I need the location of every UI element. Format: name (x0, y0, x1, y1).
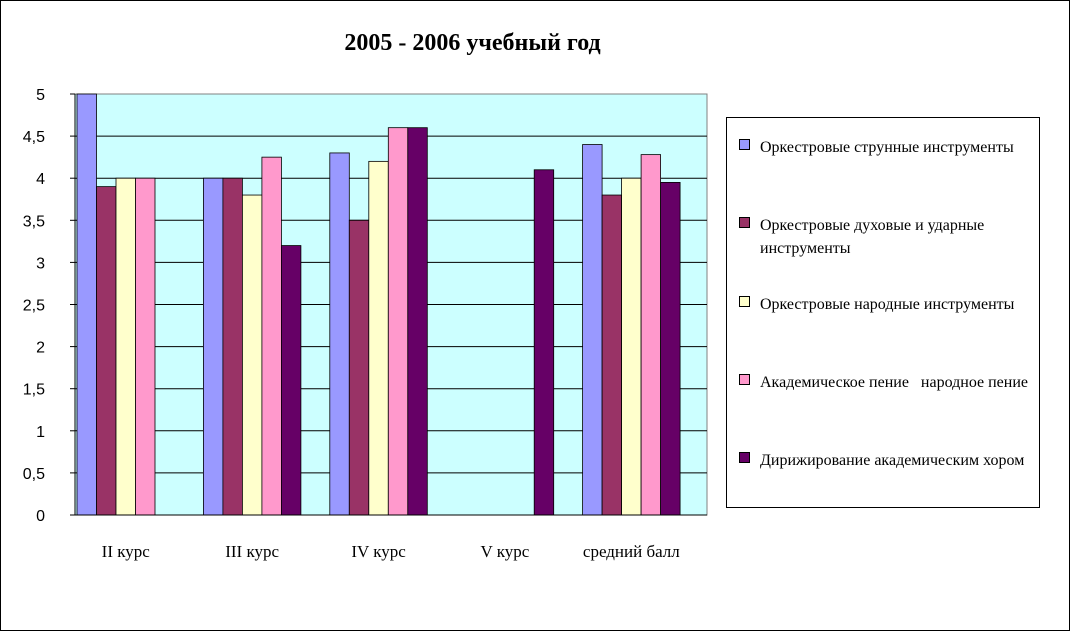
y-tick-label: 3,5 (23, 213, 45, 230)
bar (660, 182, 681, 516)
legend: Оркестровые струнные инструменты Оркестро… (726, 117, 1040, 508)
y-tick-label: 4,5 (23, 129, 45, 146)
legend-item: Оркестровые духовые и ударные инструмент… (739, 214, 1034, 260)
legend-swatch (739, 139, 750, 150)
bar (348, 219, 370, 516)
x-tick-label: V курс (481, 542, 530, 561)
bar (135, 177, 156, 516)
legend-item: Оркестровые народные инструменты (739, 293, 1034, 316)
x-tick-label: IV курс (351, 542, 406, 561)
chart-title: 2005 - 2006 учебный год (344, 30, 601, 56)
y-tick-label: 4 (36, 171, 45, 188)
legend-swatch (739, 296, 750, 307)
bar (76, 93, 97, 516)
legend-item: Дирижирование академическим хором (739, 449, 1034, 472)
legend-label: Академическое пение народное пение (760, 374, 1029, 391)
legend-swatch (739, 217, 750, 228)
bar (329, 152, 350, 516)
bar (115, 177, 136, 516)
y-tick-label: 2 (36, 340, 45, 357)
bar (640, 154, 661, 516)
y-tick-label: 5 (36, 87, 45, 104)
y-tick-label: 3 (36, 255, 45, 272)
bar (582, 144, 603, 516)
bar (407, 127, 428, 516)
y-tick-label: 0,5 (23, 466, 45, 483)
y-tick-label: 2,5 (23, 298, 45, 315)
legend-swatch (739, 452, 750, 463)
legend-label: Оркестровые духовые и ударные инструмент… (760, 217, 989, 257)
legend-swatch (739, 374, 750, 385)
bar (387, 127, 409, 516)
x-tick-label: средний балл (583, 542, 680, 561)
legend-item: Оркестровые струнные инструменты (739, 136, 1034, 159)
y-tick-label: 0 (36, 508, 45, 525)
bar (222, 177, 243, 516)
bar (601, 194, 622, 516)
legend-label: Дирижирование академическим хором (760, 452, 1025, 469)
bar (261, 156, 282, 516)
legend-item: Академическое пение народное пение (739, 371, 1034, 394)
x-tick-label: II курс (102, 542, 151, 561)
bar (368, 160, 389, 516)
x-tick-label: III курс (225, 542, 279, 561)
bar (280, 245, 302, 516)
bar (202, 177, 224, 516)
bar (96, 186, 117, 516)
y-tick-label: 1,5 (23, 382, 45, 399)
bar (533, 169, 555, 516)
bars (76, 93, 681, 516)
bar (241, 194, 263, 516)
legend-label: Оркестровые народные инструменты (760, 296, 1015, 313)
legend-label: Оркестровые струнные инструменты (760, 139, 1014, 156)
axes (70, 93, 707, 516)
bar (621, 177, 642, 516)
y-tick-label: 1 (36, 424, 45, 441)
axis-labels: 0 0,5 1 1,5 2 2,5 3 3,5 4 4,5 5 II курс III курс IV к… (23, 87, 681, 561)
